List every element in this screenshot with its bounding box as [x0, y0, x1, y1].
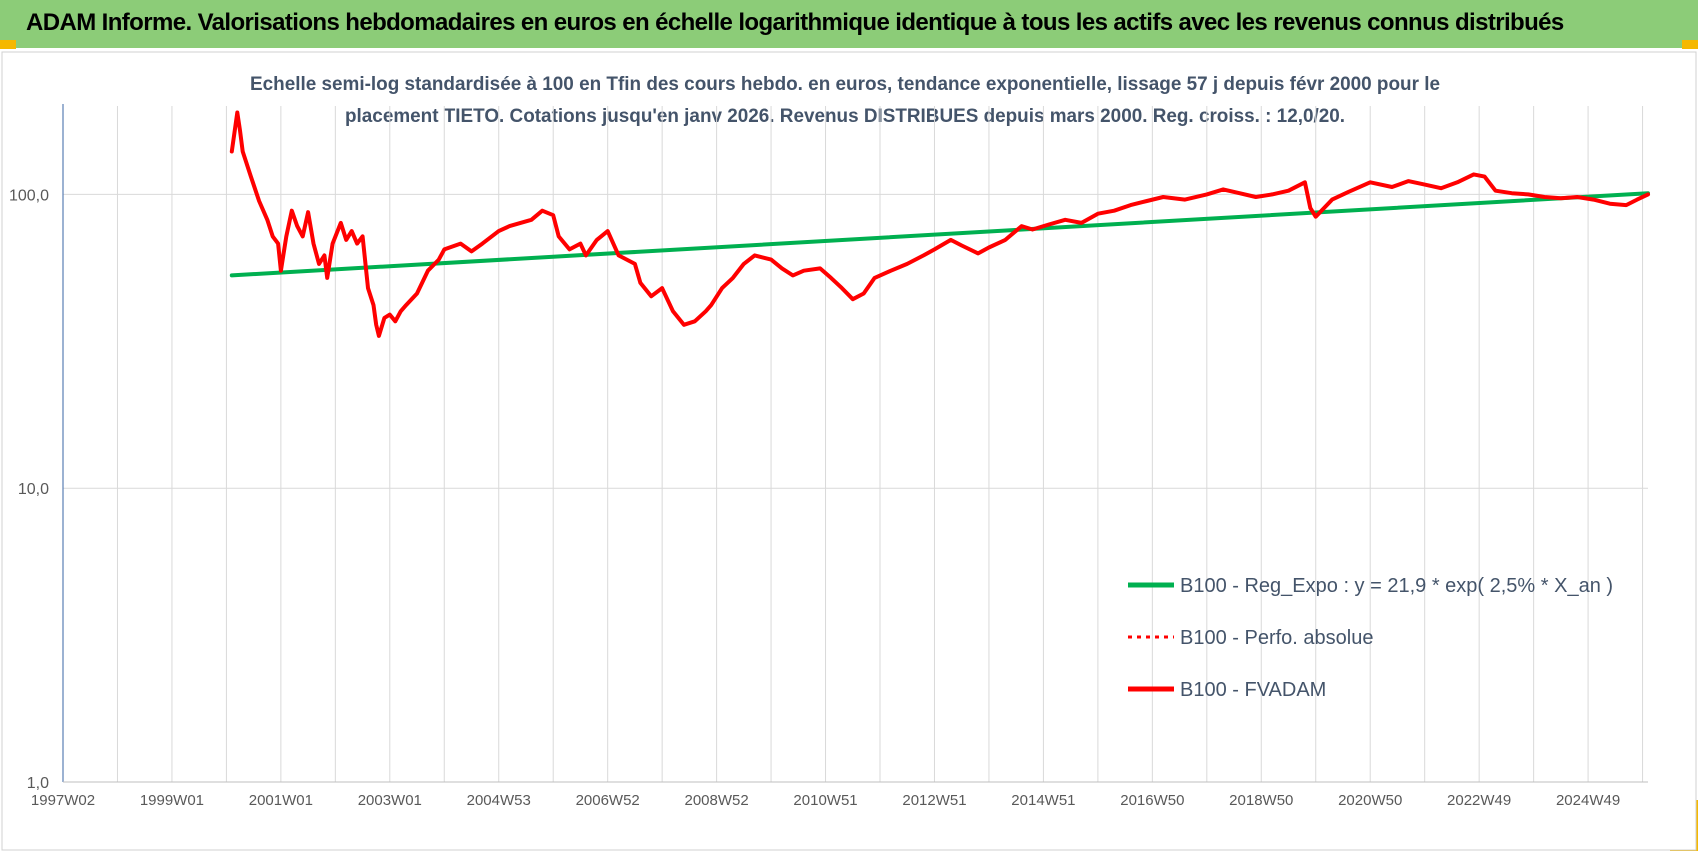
chart-title-line-2: placement TIETO. Cotations jusqu'en janv…	[345, 106, 1345, 127]
y-tick-label: 1,0	[27, 775, 49, 792]
banner-title: ADAM Informe. Valorisations hebdomadaire…	[26, 9, 1564, 36]
x-tick-label: 2014W51	[1011, 792, 1075, 809]
y-tick-label: 10,0	[18, 481, 49, 498]
x-tick-label: 2022W49	[1447, 792, 1511, 809]
series	[229, 110, 1650, 338]
frame-accent-top-right	[1682, 40, 1698, 49]
y-tick-label: 100,0	[9, 187, 49, 204]
legend-label: B100 - Perfo. absolue	[1180, 627, 1373, 649]
plot-border	[1, 51, 1697, 851]
frame-accent-top-left	[0, 40, 16, 49]
x-tick-label: 2012W51	[902, 792, 966, 809]
legend-label: B100 - FVADAM	[1180, 679, 1326, 701]
x-tick-label: 2001W01	[249, 792, 313, 809]
axes: 1,0 10,0 100,0 1997W02 1999W01 2001W01 2003W01…	[9, 104, 1648, 809]
x-tick-label: 2004W53	[467, 792, 531, 809]
legend: B100 - Reg_Expo : y = 21,9 * exp( 2,5% *…	[1128, 575, 1613, 701]
x-tick-label: 2008W52	[684, 792, 748, 809]
x-tick-label: 1997W02	[31, 792, 95, 809]
title-banner: ADAM Informe. Valorisations hebdomadaire…	[0, 0, 1698, 48]
chart: Echelle semi-log standardisée à 100 en T…	[1, 51, 1697, 851]
chart-title-line-1: Echelle semi-log standardisée à 100 en T…	[250, 74, 1440, 95]
x-tick-label: 2003W01	[358, 792, 422, 809]
x-tick-label: 2006W52	[576, 792, 640, 809]
x-tick-label: 2024W49	[1556, 792, 1620, 809]
series-trend-line	[229, 191, 1650, 278]
legend-label: B100 - Reg_Expo : y = 21,9 * exp( 2,5% *…	[1180, 575, 1613, 597]
x-tick-label: 2018W50	[1229, 792, 1293, 809]
x-tick-label: 2020W50	[1338, 792, 1402, 809]
x-tick-label: 1999W01	[140, 792, 204, 809]
x-tick-label: 2016W50	[1120, 792, 1184, 809]
x-tick-label: 2010W51	[793, 792, 857, 809]
series-price-line	[229, 110, 1650, 338]
